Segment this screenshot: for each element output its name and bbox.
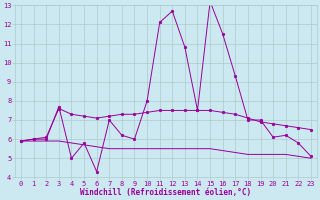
X-axis label: Windchill (Refroidissement éolien,°C): Windchill (Refroidissement éolien,°C) <box>80 188 252 197</box>
